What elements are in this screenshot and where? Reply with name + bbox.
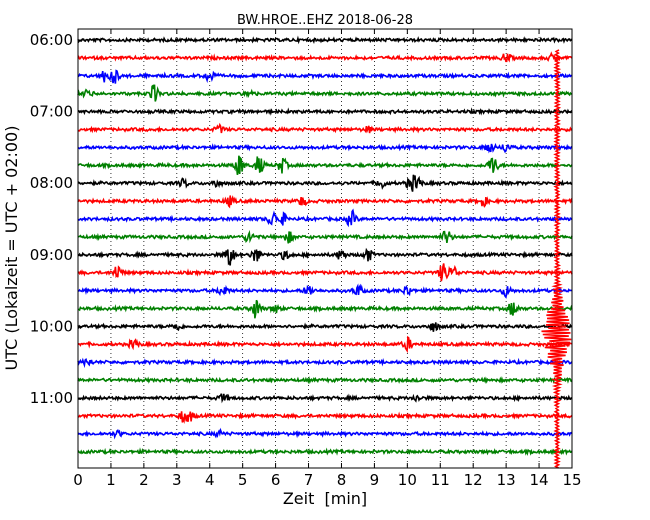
y-axis-ticks: 06:00 07:00 08:00 09:00 10:00 11:00 xyxy=(30,31,572,407)
x-tick-label: 4 xyxy=(205,471,215,489)
trace-line xyxy=(77,155,573,175)
x-tick-label: 14 xyxy=(530,471,549,489)
trace-line xyxy=(77,322,573,332)
trace-line xyxy=(77,208,573,228)
y-tick-label: 08:00 xyxy=(30,174,73,192)
y-tick-label: 09:00 xyxy=(30,246,73,264)
x-tick-label: 1 xyxy=(106,471,116,489)
trace-line xyxy=(78,411,573,425)
plot-frame xyxy=(77,28,573,469)
x-tick-label: 0 xyxy=(73,471,83,489)
x-axis-label: Zeit [min] xyxy=(283,489,367,508)
y-tick-label: 10:00 xyxy=(30,317,73,335)
trace-line xyxy=(77,335,573,354)
trace-line xyxy=(77,84,572,102)
x-tick-label: 10 xyxy=(398,471,417,489)
x-tick-label: 8 xyxy=(337,471,347,489)
x-axis-ticks: 0 1 2 3 4 5 6 7 8 9 10 11 12 13 14 15 xyxy=(73,29,582,489)
x-tick-label: 2 xyxy=(139,471,149,489)
trace-line xyxy=(77,107,573,116)
trace-line xyxy=(77,69,572,84)
x-tick-label: 6 xyxy=(271,471,281,489)
plot-area xyxy=(78,29,572,468)
trace-line xyxy=(78,283,573,299)
x-tick-label: 5 xyxy=(238,471,248,489)
trace-line xyxy=(77,195,573,209)
x-tick-label: 9 xyxy=(370,471,380,489)
y-tick-label: 06:00 xyxy=(30,31,73,49)
x-tick-label: 13 xyxy=(497,471,516,489)
y-tick-label: 07:00 xyxy=(30,103,73,121)
trace-line xyxy=(77,299,573,319)
earthquake-signal xyxy=(541,49,572,469)
trace-line xyxy=(77,142,573,154)
chart-title: BW.HROE..EHZ 2018-06-28 xyxy=(237,13,413,28)
y-tick-label: 11:00 xyxy=(30,389,73,407)
x-tick-label: 15 xyxy=(562,471,581,489)
trace-line xyxy=(77,174,573,192)
trace-line xyxy=(77,427,573,440)
y-axis-label: UTC (Lokalzeit = UTC + 02:00) xyxy=(2,126,21,371)
trace-layer xyxy=(77,35,573,469)
x-tick-label: 7 xyxy=(304,471,314,489)
trace-line xyxy=(77,247,573,266)
x-tick-label: 11 xyxy=(431,471,450,489)
trace-line xyxy=(77,51,573,63)
trace-line xyxy=(77,376,573,385)
trace-line xyxy=(77,447,573,456)
trace-line xyxy=(77,229,573,244)
x-tick-label: 12 xyxy=(464,471,483,489)
trace-line xyxy=(77,122,573,134)
trace-line xyxy=(77,357,573,369)
x-tick-label: 3 xyxy=(172,471,182,489)
trace-line xyxy=(77,393,573,404)
trace-line xyxy=(77,35,573,45)
trace-line xyxy=(77,263,573,282)
